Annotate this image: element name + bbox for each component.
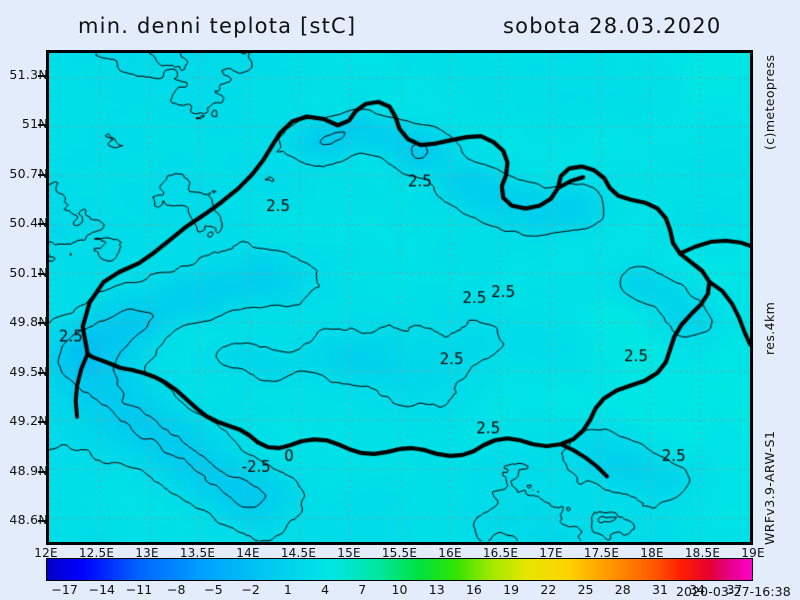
longitude-tick-label: 16E bbox=[438, 546, 462, 560]
temperature-map[interactable] bbox=[46, 50, 753, 545]
longitude-tick-label: 13E bbox=[135, 546, 159, 560]
latitude-tick-mark bbox=[38, 322, 46, 325]
run-timestamp: 2020-03-27-16:38 bbox=[676, 584, 791, 599]
colorbar-tick: 22 bbox=[540, 582, 557, 597]
map-raster bbox=[49, 53, 750, 542]
colorbar-tick: 1 bbox=[283, 582, 292, 597]
colorbar-tick: −8 bbox=[167, 582, 186, 597]
longitude-tick-label: 12.5E bbox=[78, 546, 115, 560]
latitude-tick-mark bbox=[38, 421, 46, 424]
colorbar-tick: −2 bbox=[241, 582, 260, 597]
latitude-tick-mark bbox=[38, 470, 46, 473]
colorbar-tick: 19 bbox=[503, 582, 520, 597]
longitude-tick-label: 14E bbox=[236, 546, 260, 560]
longitude-tick-label: 18E bbox=[640, 546, 664, 560]
latitude-tick-mark bbox=[38, 124, 46, 127]
latitude-tick-mark bbox=[38, 520, 46, 523]
latitude-tick-mark bbox=[38, 223, 46, 226]
page-title: min. denni teplota [stC] bbox=[78, 14, 357, 38]
colorbar-tick: −14 bbox=[88, 582, 116, 597]
longitude-tick-label: 18.5E bbox=[684, 546, 721, 560]
copyright-label: (c)meteopress bbox=[762, 54, 777, 150]
colorbar-tick: 28 bbox=[614, 582, 631, 597]
forecast-date-title: sobota 28.03.2020 bbox=[503, 14, 722, 38]
colorbar-tick: 13 bbox=[428, 582, 445, 597]
longitude-tick-label: 12E bbox=[34, 546, 58, 560]
colorbar-tick: −17 bbox=[51, 582, 78, 597]
longitude-tick-label: 14.5E bbox=[280, 546, 317, 560]
latitude-tick-mark bbox=[38, 173, 46, 176]
latitude-tick-mark bbox=[38, 272, 46, 275]
longitude-tick-label: 17E bbox=[539, 546, 563, 560]
colorbar-tick: 31 bbox=[652, 582, 668, 597]
colorbar-tick: 34 bbox=[689, 582, 706, 597]
latitude-tick-label: 51N bbox=[21, 116, 48, 132]
colorbar-tick: −11 bbox=[125, 582, 153, 597]
colorbar-tick: 37 bbox=[726, 582, 743, 597]
latitude-tick-mark bbox=[38, 371, 46, 374]
longitude-tick-label: 13.5E bbox=[179, 546, 216, 560]
longitude-tick-label: 15.5E bbox=[381, 546, 418, 560]
colorbar-tick: 25 bbox=[577, 582, 594, 597]
longitude-tick-label: 16.5E bbox=[482, 546, 519, 560]
model-label: WRFv3.9-ARW-S1 bbox=[762, 430, 777, 545]
colorbar-tick: 16 bbox=[465, 582, 482, 597]
latitude-tick-mark bbox=[38, 74, 46, 77]
colorbar-tick: −5 bbox=[204, 582, 223, 597]
latitude-tick-label: 49.5N bbox=[9, 363, 48, 379]
latitude-tick-label: 48.9N bbox=[9, 462, 48, 478]
longitude-tick-label: 17.5E bbox=[583, 546, 620, 560]
colorbar-tick: 7 bbox=[358, 582, 367, 597]
resolution-label: res.4km bbox=[762, 301, 777, 355]
latitude-tick-label: 51.3N bbox=[9, 66, 48, 82]
latitude-tick-label: 49.8N bbox=[9, 314, 48, 330]
longitude-tick-label: 15E bbox=[337, 546, 361, 560]
latitude-tick-label: 50.4N bbox=[9, 215, 48, 231]
latitude-tick-label: 50.1N bbox=[9, 264, 48, 280]
latitude-tick-label: 49.2N bbox=[9, 413, 48, 429]
colorbar-tick: 4 bbox=[321, 582, 330, 597]
colorbar-gradient bbox=[47, 559, 752, 580]
colorbar-tick: 10 bbox=[391, 582, 408, 597]
longitude-tick-label: 19E bbox=[741, 546, 765, 560]
latitude-tick-label: 50.7N bbox=[9, 165, 48, 181]
temperature-colorbar[interactable] bbox=[46, 558, 753, 581]
latitude-tick-label: 48.6N bbox=[9, 512, 48, 528]
